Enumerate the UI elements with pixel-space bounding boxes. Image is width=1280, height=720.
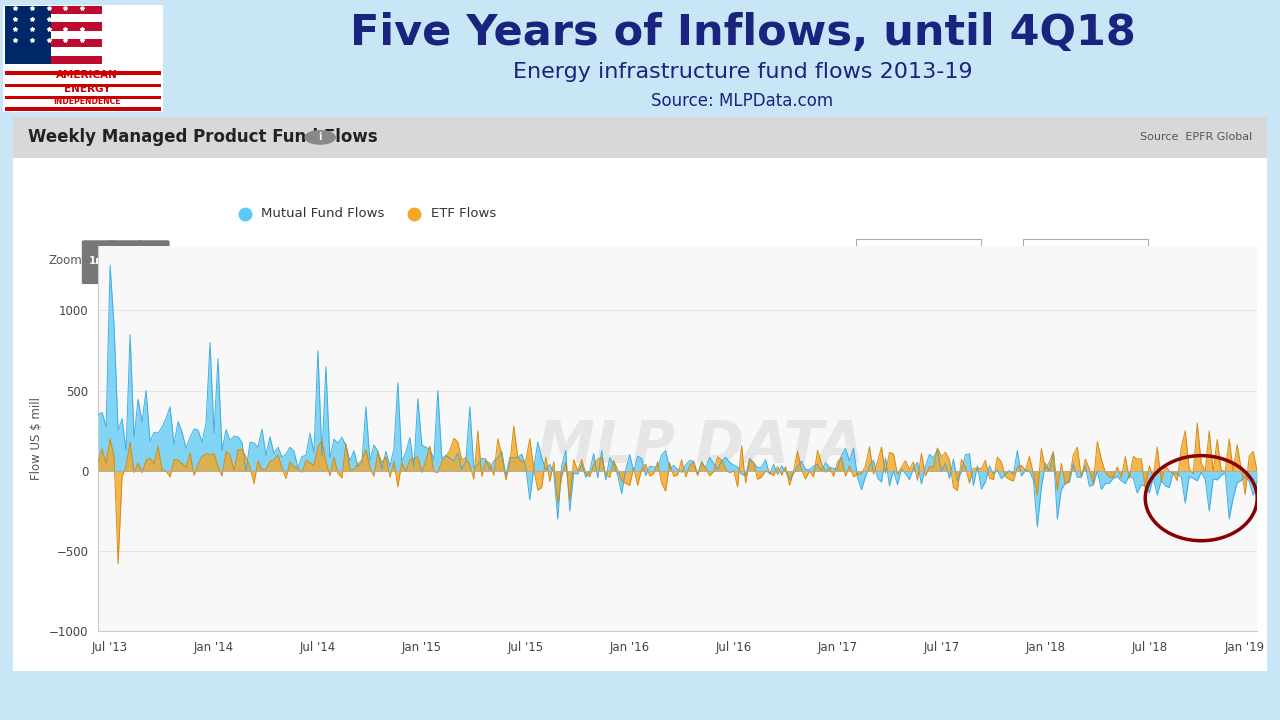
Text: i: i [319, 132, 321, 143]
Y-axis label: Flow US $ mill: Flow US $ mill [31, 397, 44, 480]
Text: Source  EPFR Global: Source EPFR Global [1140, 132, 1252, 143]
FancyBboxPatch shape [51, 39, 102, 48]
FancyBboxPatch shape [51, 6, 102, 14]
FancyBboxPatch shape [5, 107, 161, 111]
Circle shape [305, 131, 335, 144]
Text: 6m: 6m [145, 256, 163, 266]
Text: 3m: 3m [116, 256, 134, 266]
Text: Zoom: Zoom [49, 254, 82, 267]
FancyBboxPatch shape [3, 4, 163, 112]
FancyBboxPatch shape [5, 96, 161, 99]
FancyBboxPatch shape [51, 22, 102, 31]
FancyBboxPatch shape [82, 240, 114, 284]
Text: Energy infrastructure fund flows 2013-19: Energy infrastructure fund flows 2013-19 [512, 63, 973, 82]
FancyBboxPatch shape [109, 240, 142, 284]
Text: Jan 16, 2019: Jan 16, 2019 [1051, 256, 1120, 266]
FancyBboxPatch shape [5, 84, 161, 87]
Text: 1m: 1m [90, 256, 108, 266]
Text: Five Years of Inflows, until 4Q18: Five Years of Inflows, until 4Q18 [349, 12, 1135, 54]
Text: From: From [822, 254, 851, 267]
FancyBboxPatch shape [137, 240, 170, 284]
FancyBboxPatch shape [5, 6, 101, 64]
Text: Mutual Fund Flows: Mutual Fund Flows [261, 207, 384, 220]
FancyBboxPatch shape [51, 56, 102, 64]
Text: To: To [993, 254, 1006, 267]
Text: Source: MLPData.com: Source: MLPData.com [652, 92, 833, 110]
Text: Jun 26, 2013: Jun 26, 2013 [883, 256, 954, 266]
Text: ETF Flows: ETF Flows [430, 207, 495, 220]
Text: MLP DATA: MLP DATA [538, 418, 864, 475]
FancyBboxPatch shape [51, 31, 102, 39]
FancyBboxPatch shape [13, 117, 1267, 158]
FancyBboxPatch shape [856, 238, 982, 284]
FancyBboxPatch shape [5, 71, 161, 75]
Text: AMERICAN: AMERICAN [56, 70, 118, 80]
Text: Weekly Managed Product Fund Flows: Weekly Managed Product Fund Flows [28, 128, 378, 146]
FancyBboxPatch shape [51, 48, 102, 56]
Text: INDEPENDENCE: INDEPENDENCE [54, 97, 120, 106]
Text: ENERGY: ENERGY [64, 84, 110, 94]
FancyBboxPatch shape [51, 14, 102, 22]
FancyBboxPatch shape [1023, 238, 1148, 284]
FancyBboxPatch shape [13, 158, 1267, 671]
